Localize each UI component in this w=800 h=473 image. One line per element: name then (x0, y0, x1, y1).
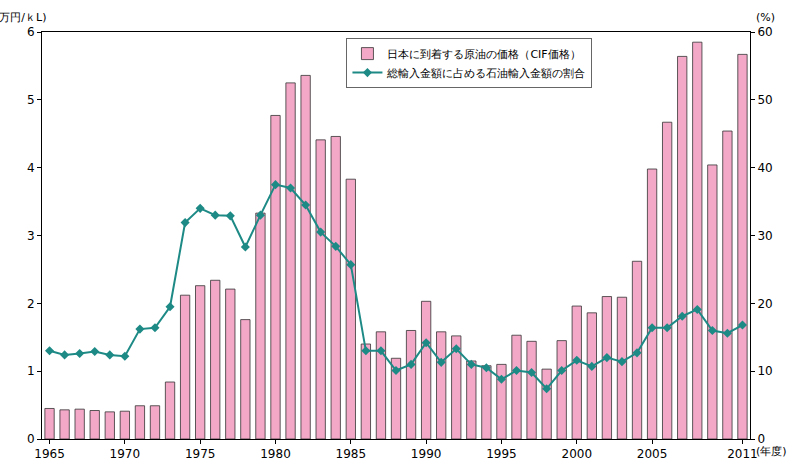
svg-text:総輸入金額に占める石油輸入金額の割合: 総輸入金額に占める石油輸入金額の割合 (386, 67, 585, 80)
svg-text:50: 50 (757, 93, 772, 107)
svg-text:5: 5 (27, 93, 35, 107)
svg-text:1990: 1990 (411, 447, 442, 461)
svg-text:10: 10 (757, 364, 772, 378)
svg-text:40: 40 (757, 161, 772, 175)
svg-text:1965: 1965 (34, 447, 65, 461)
svg-text:20: 20 (757, 297, 772, 311)
svg-text:2000: 2000 (561, 447, 592, 461)
svg-text:1: 1 (27, 364, 35, 378)
svg-text:(年度): (年度) (756, 445, 787, 458)
svg-text:1975: 1975 (185, 447, 216, 461)
svg-text:1980: 1980 (260, 447, 291, 461)
svg-text:(%): (%) (756, 11, 775, 24)
svg-text:60: 60 (757, 25, 772, 39)
svg-text:日本に到着する原油の価格（CIF価格）: 日本に到着する原油の価格（CIF価格） (387, 48, 580, 61)
svg-text:1985: 1985 (336, 447, 367, 461)
svg-text:30: 30 (757, 229, 772, 243)
svg-text:0: 0 (757, 432, 765, 446)
svg-text:6: 6 (27, 25, 35, 39)
svg-text:3: 3 (27, 229, 35, 243)
svg-text:2005: 2005 (637, 447, 668, 461)
svg-text:2: 2 (27, 297, 35, 311)
svg-text:4: 4 (27, 161, 35, 175)
svg-text:2011: 2011 (727, 447, 758, 461)
svg-text:1970: 1970 (110, 447, 141, 461)
svg-text:1995: 1995 (486, 447, 517, 461)
svg-text:0: 0 (27, 432, 35, 446)
svg-text:(万円/ｋL): (万円/ｋL) (0, 11, 46, 24)
